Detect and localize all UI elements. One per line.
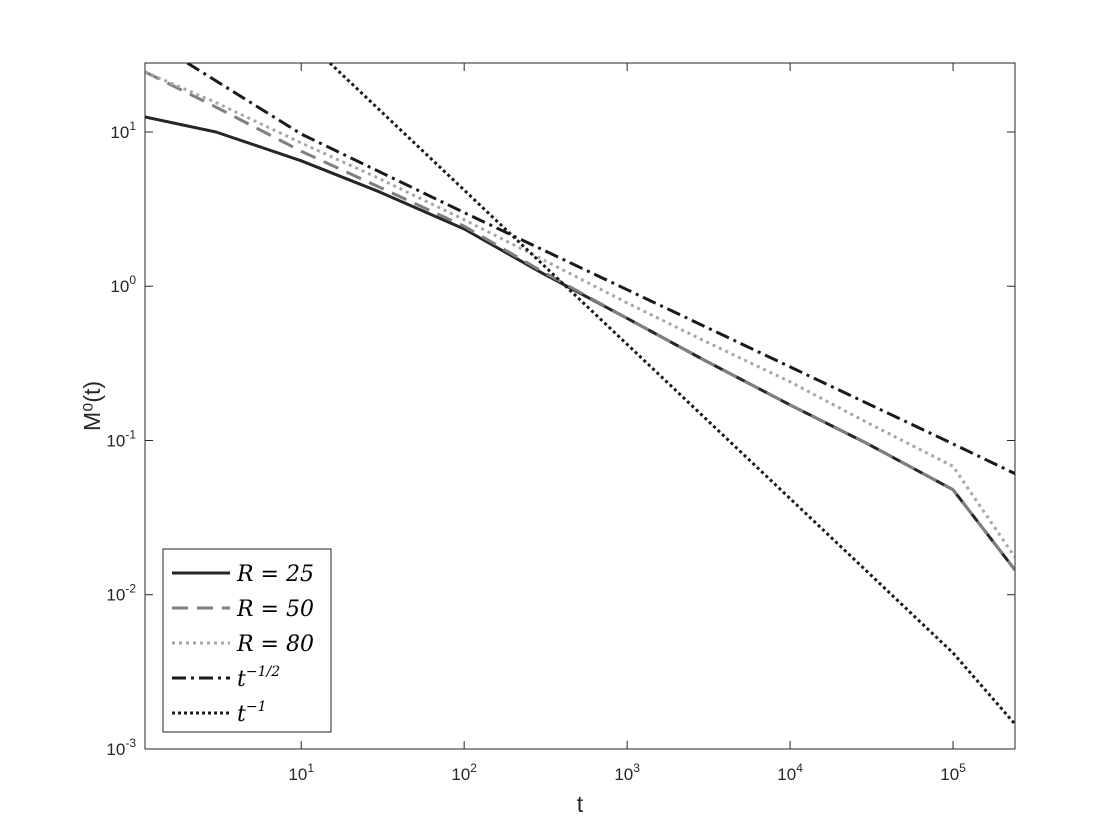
legend-items: R = 25R = 50R = 80t−1/2t−1 <box>172 562 314 727</box>
x-tick-label: 105 <box>940 761 966 784</box>
legend-label-main: R = 25 <box>236 562 314 587</box>
legend-label-main: R = 80 <box>236 632 314 657</box>
y-tick-label-exp: -2 <box>125 582 136 596</box>
series-line-3 <box>145 70 1015 559</box>
legend: R = 25R = 50R = 80t−1/2t−1 <box>162 548 332 733</box>
x-tick-label-base: 10 <box>451 765 470 784</box>
y-tick-label-exp: 1 <box>129 119 136 133</box>
legend-label-4: t−1/2 <box>237 664 280 692</box>
x-tick-label-base: 10 <box>777 765 796 784</box>
legend-label-main: t <box>237 667 246 692</box>
x-axis-title: t <box>577 791 584 817</box>
y-tick-label: 100 <box>110 273 136 296</box>
y-tick-label: 10-3 <box>106 736 136 759</box>
y-tick-label-base: 10 <box>106 431 125 450</box>
y-axis-title: M⁰(t) <box>79 381 105 431</box>
legend-label-3: R = 80 <box>236 632 314 657</box>
legend-label-sup: −1 <box>246 699 267 715</box>
x-tick-label-base: 10 <box>614 765 633 784</box>
y-tick-label: 101 <box>110 119 136 142</box>
series-layer <box>145 63 1015 726</box>
x-tick-label-exp: 2 <box>470 761 477 775</box>
series-line-4 <box>186 63 1015 475</box>
y-tick-label-base: 10 <box>106 586 125 605</box>
legend-label-2: R = 50 <box>236 597 314 622</box>
x-tick-label: 101 <box>288 761 314 784</box>
y-tick-label: 10-1 <box>106 427 136 450</box>
y-tick-label-exp: -1 <box>125 427 136 441</box>
plot-frame <box>144 62 1016 750</box>
x-tick-label-exp: 5 <box>959 761 966 775</box>
legend-label-sup: −1/2 <box>246 664 280 680</box>
series-line-2 <box>145 70 1015 571</box>
x-tick-label-exp: 4 <box>796 761 803 775</box>
x-tick-label: 102 <box>451 761 477 784</box>
x-tick-label-exp: 3 <box>633 761 640 775</box>
legend-box <box>162 548 332 733</box>
x-tick-label: 104 <box>777 761 803 784</box>
x-tick-label-exp: 1 <box>307 761 314 775</box>
x-tick-label: 103 <box>614 761 640 784</box>
x-tick-label-base: 10 <box>288 765 307 784</box>
legend-label-main: R = 50 <box>236 597 314 622</box>
y-tick-label-base: 10 <box>110 123 129 142</box>
y-tick-label-exp: 0 <box>129 273 136 287</box>
legend-label-5: t−1 <box>237 699 266 727</box>
x-tick-label-base: 10 <box>940 765 959 784</box>
y-tick-label-base: 10 <box>106 740 125 759</box>
legend-label-1: R = 25 <box>236 562 314 587</box>
y-tick-label-base: 10 <box>110 277 129 296</box>
y-tick-label: 10-2 <box>106 582 136 605</box>
legend-label-main: t <box>237 702 246 727</box>
y-tick-label-exp: -3 <box>125 736 136 750</box>
